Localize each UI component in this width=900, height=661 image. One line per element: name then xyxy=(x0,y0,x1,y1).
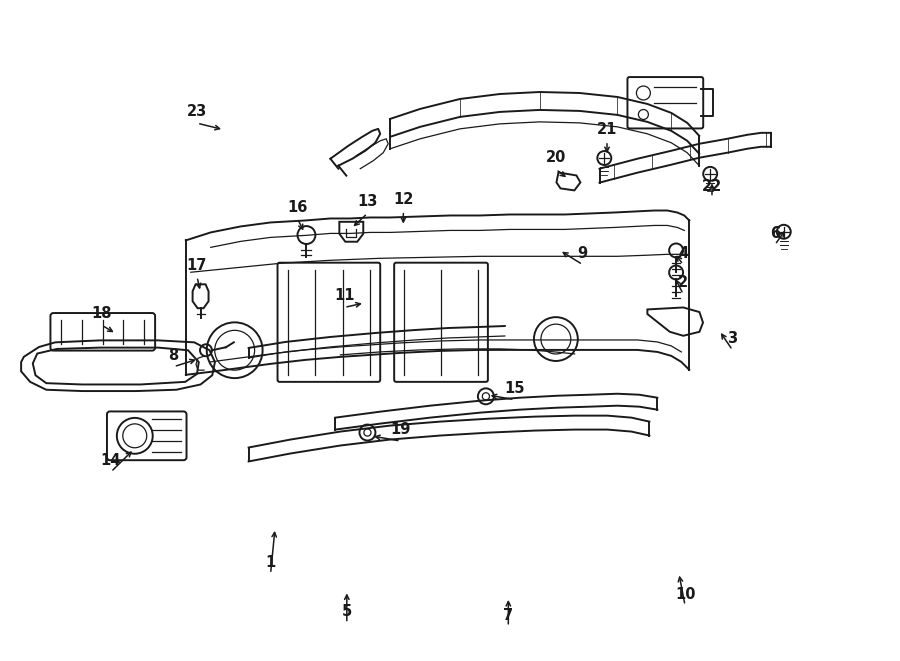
Text: 10: 10 xyxy=(675,587,696,602)
Text: 11: 11 xyxy=(334,288,355,303)
Text: 13: 13 xyxy=(357,194,378,210)
Text: 12: 12 xyxy=(393,192,413,207)
Text: 7: 7 xyxy=(503,607,513,623)
Text: 2: 2 xyxy=(679,276,688,290)
Text: 20: 20 xyxy=(545,150,566,165)
Text: 9: 9 xyxy=(578,246,588,260)
Text: 6: 6 xyxy=(770,226,780,241)
Text: 4: 4 xyxy=(679,246,688,260)
Text: 21: 21 xyxy=(597,122,617,137)
Text: 14: 14 xyxy=(101,453,121,468)
Text: 22: 22 xyxy=(702,178,722,194)
Text: 8: 8 xyxy=(168,348,179,363)
Text: 5: 5 xyxy=(342,604,352,619)
Text: 18: 18 xyxy=(92,306,112,321)
Text: 17: 17 xyxy=(187,258,207,272)
Text: 23: 23 xyxy=(187,104,207,119)
Text: 3: 3 xyxy=(727,331,738,346)
Text: 1: 1 xyxy=(266,555,275,570)
Text: 16: 16 xyxy=(287,200,308,215)
Text: 15: 15 xyxy=(504,381,525,396)
Text: 19: 19 xyxy=(391,422,410,437)
